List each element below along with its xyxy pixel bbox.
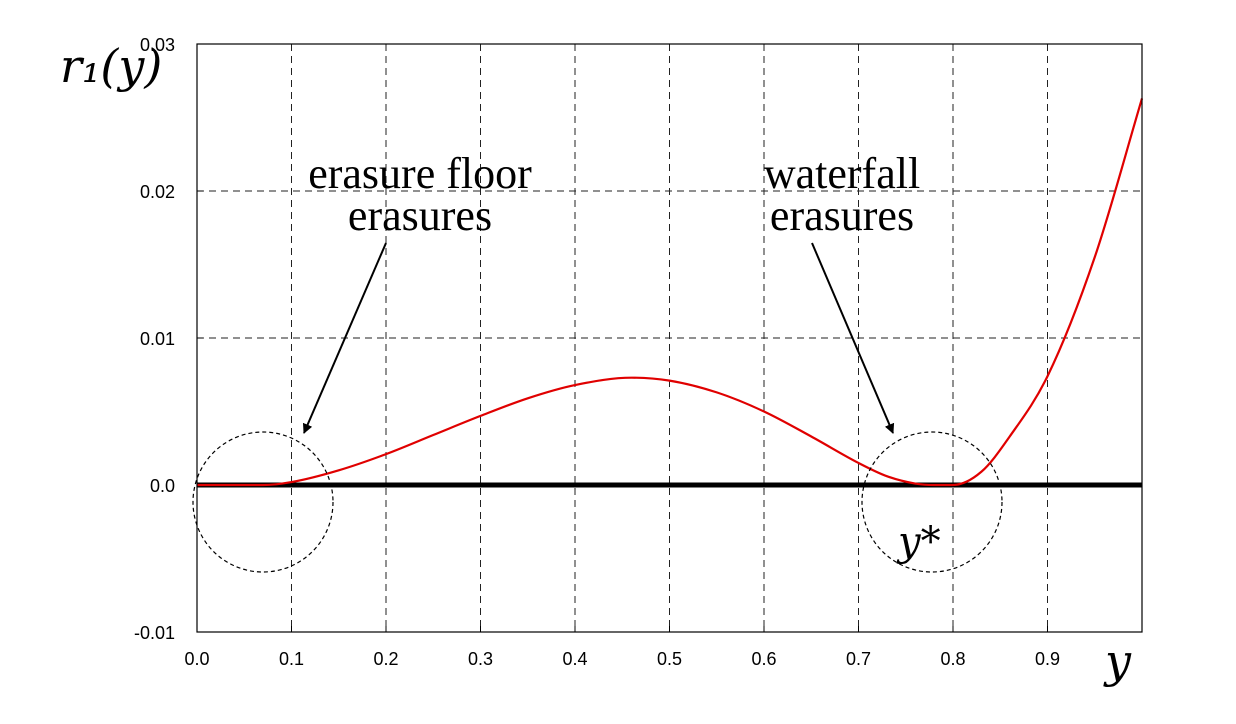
annotation-waterfall-line1: waterfall xyxy=(764,149,920,198)
x-tick-label: 0.9 xyxy=(1035,649,1060,669)
circle-waterfall xyxy=(861,431,1003,573)
x-tick-label: 0.1 xyxy=(279,649,304,669)
x-tick-label: 0.0 xyxy=(184,649,209,669)
y-tick-labels: -0.01 0.0 0.01 0.02 0.03 xyxy=(134,35,175,643)
x-tick-label: 0.7 xyxy=(846,649,871,669)
arrow-erasure-floor xyxy=(302,242,387,434)
y-tick-label: 0.01 xyxy=(140,329,175,349)
arrow-waterfall xyxy=(811,242,895,434)
y-tick-label: 0.02 xyxy=(140,182,175,202)
y-tick-label: 0.03 xyxy=(140,35,175,55)
y-axis-label: r₁(y) xyxy=(60,39,162,93)
series-r1-curve xyxy=(197,98,1144,487)
plot-frame xyxy=(196,43,1143,633)
annotation-floor-line1: erasure floor xyxy=(308,149,532,198)
annotation-y-star: y* xyxy=(896,519,941,565)
x-tick-label: 0.6 xyxy=(751,649,776,669)
annotation-waterfall-line2: erasures xyxy=(770,191,914,240)
x-axis-label: y xyxy=(1103,634,1132,688)
x-tick-label: 0.4 xyxy=(562,649,587,669)
y-tick-label: 0.0 xyxy=(150,476,175,496)
x-tick-label: 0.8 xyxy=(940,649,965,669)
circle-erasure-floor xyxy=(192,431,334,573)
x-tick-label: 0.5 xyxy=(657,649,682,669)
annotation-floor-line2: erasures xyxy=(348,191,492,240)
grid-lines xyxy=(197,44,1142,632)
y-tick-label: -0.01 xyxy=(134,623,175,643)
x-tick-label: 0.3 xyxy=(468,649,493,669)
plot-area xyxy=(197,98,1144,488)
x-tick-labels: 0.0 0.1 0.2 0.3 0.4 0.5 0.6 0.7 0.8 0.9 xyxy=(184,649,1060,669)
x-tick-label: 0.2 xyxy=(373,649,398,669)
